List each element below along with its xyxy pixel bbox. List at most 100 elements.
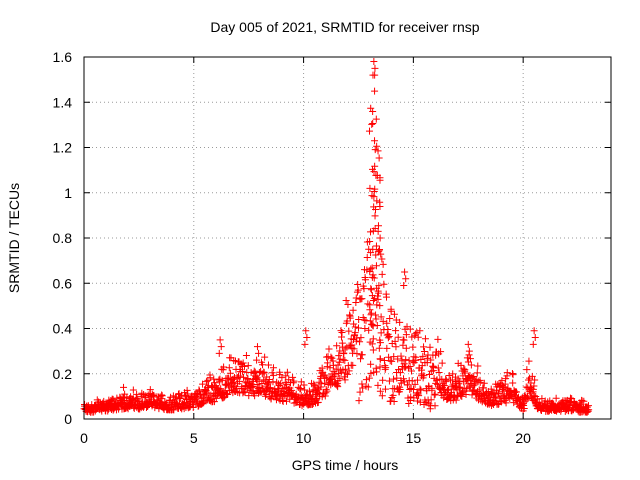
data-point <box>409 343 417 351</box>
data-point <box>196 387 204 395</box>
data-point <box>217 343 225 351</box>
data-point <box>249 383 257 391</box>
data-point <box>371 162 379 170</box>
y-tick-label: 0.2 <box>53 366 73 382</box>
data-point <box>233 374 241 382</box>
data-point <box>244 362 252 370</box>
data-point <box>225 374 233 382</box>
data-point <box>350 345 358 353</box>
y-tick-label: 0.4 <box>53 321 73 337</box>
data-point <box>351 329 359 337</box>
data-point <box>468 391 476 399</box>
data-point <box>208 382 216 390</box>
data-point <box>378 270 386 278</box>
data-point <box>250 367 258 375</box>
data-point <box>348 341 356 349</box>
data-point <box>464 340 472 348</box>
y-tick-label: 1.2 <box>53 140 73 156</box>
data-point <box>314 384 322 392</box>
data-point <box>503 369 511 377</box>
data-point <box>322 385 330 393</box>
data-point <box>407 393 415 401</box>
data-point <box>371 137 379 145</box>
data-point <box>296 385 304 393</box>
data-point <box>376 198 384 206</box>
data-point <box>248 382 256 390</box>
data-point <box>367 265 375 273</box>
grid-layer <box>84 57 611 419</box>
data-point <box>290 399 298 407</box>
data-point <box>365 374 373 382</box>
data-point <box>341 356 349 364</box>
data-point <box>552 394 560 402</box>
data-point <box>355 397 363 405</box>
data-point <box>390 310 398 318</box>
data-point <box>431 402 439 410</box>
data-point <box>527 379 535 387</box>
data-point <box>333 342 341 350</box>
y-tick-label: 0 <box>64 411 72 427</box>
data-point <box>364 383 372 391</box>
data-point <box>368 340 376 348</box>
data-point <box>465 347 473 355</box>
data-point <box>420 343 428 351</box>
data-point <box>458 392 466 400</box>
data-point <box>212 394 220 402</box>
x-tick-label: 20 <box>515 430 531 446</box>
data-point <box>275 381 283 389</box>
data-point <box>584 407 592 415</box>
data-point <box>104 407 112 415</box>
data-point <box>359 384 367 392</box>
data-point <box>334 383 342 391</box>
data-point <box>259 387 267 395</box>
data-point <box>393 374 401 382</box>
axis-ticks: 0 5 10 15 20 0 0.2 0.4 0.6 0.8 1 1.2 1.4 1.6 <box>53 49 611 446</box>
data-point <box>386 315 394 323</box>
data-point <box>404 381 412 389</box>
data-point <box>367 104 375 112</box>
y-tick-label: 0.6 <box>53 275 73 291</box>
data-point <box>341 376 349 384</box>
data-point <box>497 398 505 406</box>
data-point <box>275 395 283 403</box>
data-point <box>158 392 166 400</box>
data-point <box>379 317 387 325</box>
data-point <box>134 397 142 405</box>
data-point <box>301 386 309 394</box>
x-axis-label: GPS time / hours <box>292 457 399 473</box>
data-point <box>401 268 409 276</box>
data-point <box>440 382 448 390</box>
data-point <box>210 375 218 383</box>
data-point <box>373 301 381 309</box>
data-point <box>229 384 237 392</box>
data-point <box>367 309 375 317</box>
data-point <box>353 350 361 358</box>
data-point <box>377 313 385 321</box>
data-point <box>376 387 384 395</box>
data-point <box>261 392 269 400</box>
data-point <box>457 361 465 369</box>
data-point <box>404 364 412 372</box>
data-point <box>385 353 393 361</box>
data-point <box>324 353 332 361</box>
data-point <box>360 316 368 324</box>
data-point <box>354 324 362 332</box>
data-point <box>367 320 375 328</box>
data-point <box>474 362 482 370</box>
data-point <box>530 382 538 390</box>
data-point <box>402 331 410 339</box>
data-point <box>374 381 382 389</box>
data-point <box>317 380 325 388</box>
data-point <box>265 378 273 386</box>
data-point <box>402 356 410 364</box>
data-point <box>406 325 414 333</box>
data-point <box>409 386 417 394</box>
data-point <box>360 285 368 293</box>
data-point <box>376 355 384 363</box>
data-point <box>370 168 378 176</box>
data-point <box>146 386 154 394</box>
data-point <box>346 314 354 322</box>
data-point <box>509 371 517 379</box>
data-point <box>427 356 435 364</box>
data-point <box>394 333 402 341</box>
